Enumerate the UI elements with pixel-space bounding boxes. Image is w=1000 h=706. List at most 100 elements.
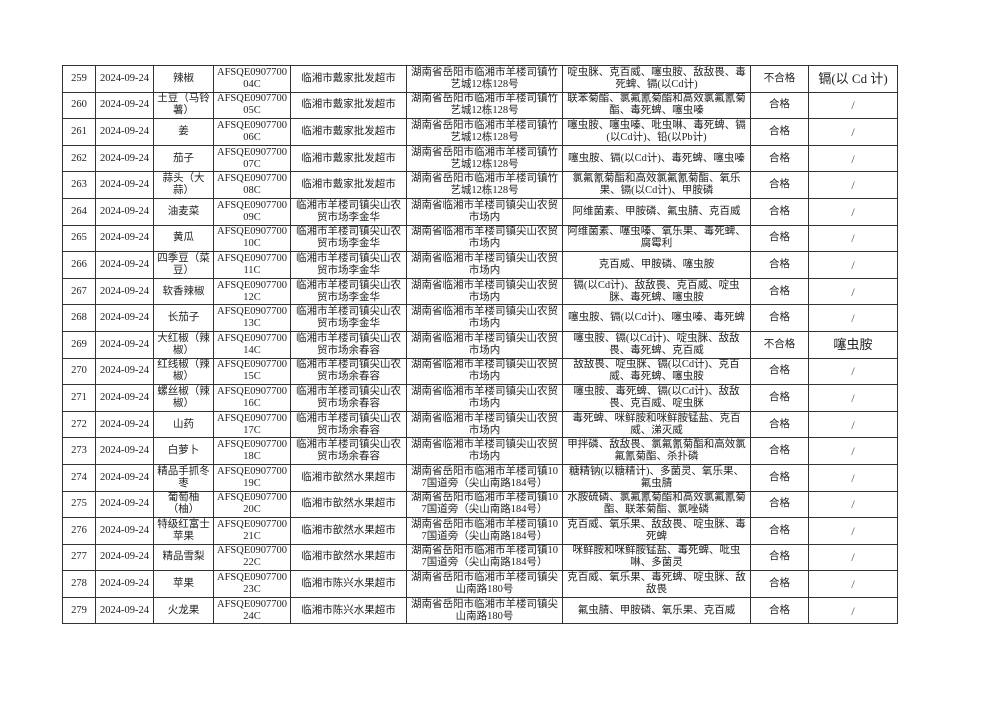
seller-address-cell: 湖南省岳阳市临湘市羊楼司镇107国道旁（尖山南路184号） (406, 543, 563, 572)
row-number-cell: 268 (62, 304, 96, 332)
seller-name-cell: 临湘市歆然水果超市 (290, 543, 407, 572)
sample-name-cell: 四季豆（菜豆） (153, 251, 214, 279)
seller-name-cell: 临湘市羊楼司镇尖山农贸市场余春容 (290, 330, 407, 359)
sampling-date-cell: 2024-09-24 (95, 304, 154, 332)
sample-name-cell: 姜 (153, 118, 214, 146)
inspection-results-table: 259 2024-09-24 辣椒 AFSQE090770004C 临湘市戴家批发超市湖… (62, 65, 898, 625)
seller-address-cell: 湖南省临湘市羊楼司镇尖山农贸市场内 (406, 330, 563, 359)
seller-address-cell: 湖南省临湘市羊楼司镇尖山农贸市场内 (406, 197, 563, 226)
sampling-date-cell: 2024-09-24 (95, 197, 154, 226)
sampling-date-cell: 2024-09-24 (95, 490, 154, 519)
table-row: 272 2024-09-24 山药 AFSQE090770017C 临湘市羊楼司镇尖山农… (62, 410, 898, 439)
sample-code-cell: AFSQE090770004C (213, 65, 291, 93)
row-number-cell: 264 (62, 197, 96, 226)
row-number-cell: 273 (62, 437, 96, 465)
row-number-cell: 259 (62, 65, 96, 93)
sample-code-cell: AFSQE090770008C (213, 171, 291, 199)
seller-address-cell: 湖南省岳阳市临湘市羊楼司镇竹艺城12栋128号 (406, 171, 563, 199)
sample-code-cell: AFSQE090770007C (213, 144, 291, 173)
table-row: 277 2024-09-24 精品雪梨 AFSQE090770022C 临湘市歆然水果超… (62, 543, 898, 572)
sample-code-cell: AFSQE090770012C (213, 277, 291, 306)
row-number-cell: 277 (62, 543, 96, 572)
failed-item-cell: / (808, 304, 898, 332)
result-cell: 合格 (750, 570, 809, 598)
result-cell: 合格 (750, 197, 809, 226)
seller-name-cell: 临湘市戴家批发超市 (290, 144, 407, 173)
row-number-cell: 278 (62, 570, 96, 598)
seller-name-cell: 临湘市羊楼司镇尖山农贸市场余春容 (290, 437, 407, 465)
result-cell: 合格 (750, 410, 809, 439)
result-cell: 合格 (750, 277, 809, 306)
sample-code-cell: AFSQE090770005C (213, 91, 291, 120)
row-number-cell: 271 (62, 384, 96, 412)
sample-name-cell: 特级红富士苹果 (153, 517, 214, 545)
seller-address-cell: 湖南省岳阳市临湘市羊楼司镇107国道旁（尖山南路184号） (406, 517, 563, 545)
result-cell: 合格 (750, 144, 809, 173)
sample-code-cell: AFSQE090770015C (213, 357, 291, 386)
seller-address-cell: 湖南省岳阳市临湘市羊楼司镇竹艺城12栋128号 (406, 65, 563, 93)
failed-item-cell: / (808, 596, 898, 625)
test-items-cell: 甲拌磷、敌敌畏、氯氟氰菊酯和高效氯氟氰菊酯、杀扑磷 (562, 437, 751, 465)
table-row: 263 2024-09-24 蒜头（大蒜） AFSQE090770008C 临湘市戴家批… (62, 171, 898, 199)
seller-name-cell: 临湘市羊楼司镇尖山农贸市场余春容 (290, 410, 407, 439)
table-row: 269 2024-09-24 大红椒（辣椒） AFSQE090770014C 临湘市羊楼… (62, 330, 898, 359)
result-cell: 合格 (750, 596, 809, 625)
failed-item-cell: / (808, 384, 898, 412)
seller-name-cell: 临湘市羊楼司镇尖山农贸市场李金华 (290, 197, 407, 226)
sample-code-cell: AFSQE090770011C (213, 251, 291, 279)
row-number-cell: 274 (62, 463, 96, 492)
sampling-date-cell: 2024-09-24 (95, 410, 154, 439)
sample-name-cell: 蒜头（大蒜） (153, 171, 214, 199)
failed-item-cell: / (808, 570, 898, 598)
failed-item-cell: / (808, 463, 898, 492)
sample-name-cell: 火龙果 (153, 596, 214, 625)
test-items-cell: 克百威、氧乐果、毒死蜱、啶虫脒、敌敌畏 (562, 570, 751, 598)
table-row: 262 2024-09-24 茄子 AFSQE090770007C 临湘市戴家批发超市湖… (62, 144, 898, 173)
result-cell: 合格 (750, 171, 809, 199)
row-number-cell: 276 (62, 517, 96, 545)
test-items-cell: 氟虫腈、甲胺磷、氧乐果、克百威 (562, 596, 751, 625)
test-items-cell: 克百威、甲胺磷、噻虫胺 (562, 251, 751, 279)
row-number-cell: 269 (62, 330, 96, 359)
test-items-cell: 糖精钠(以糖精计)、多菌灵、氧乐果、氟虫腈 (562, 463, 751, 492)
result-cell: 合格 (750, 437, 809, 465)
seller-address-cell: 湖南省临湘市羊楼司镇尖山农贸市场内 (406, 304, 563, 332)
result-cell: 合格 (750, 490, 809, 519)
sampling-date-cell: 2024-09-24 (95, 144, 154, 173)
table-row: 268 2024-09-24 长茄子 AFSQE090770013C 临湘市羊楼司镇尖山… (62, 304, 898, 332)
failed-item-cell: 镉(以 Cd 计) (808, 65, 898, 93)
row-number-cell: 265 (62, 224, 96, 253)
table-row: 274 2024-09-24 精品手抓冬枣 AFSQE090770019C 临湘市歆然水… (62, 463, 898, 492)
sample-name-cell: 白萝卜 (153, 437, 214, 465)
seller-address-cell: 湖南省临湘市羊楼司镇尖山农贸市场内 (406, 224, 563, 253)
sample-code-cell: AFSQE090770022C (213, 543, 291, 572)
sample-code-cell: AFSQE090770020C (213, 490, 291, 519)
seller-address-cell: 湖南省临湘市羊楼司镇尖山农贸市场内 (406, 357, 563, 386)
row-number-cell: 262 (62, 144, 96, 173)
sample-name-cell: 油麦菜 (153, 197, 214, 226)
sampling-date-cell: 2024-09-24 (95, 118, 154, 146)
result-cell: 不合格 (750, 65, 809, 93)
sample-code-cell: AFSQE090770021C (213, 517, 291, 545)
table-row: 261 2024-09-24 姜 AFSQE090770006C 临湘市戴家批发超市 湖南… (62, 118, 898, 146)
test-items-cell: 噻虫胺、噻虫嗪、吡虫啉、毒死蜱、镉(以Cd计)、铅(以Pb计) (562, 118, 751, 146)
seller-address-cell: 湖南省岳阳市临湘市羊楼司镇尖山南路180号 (406, 596, 563, 625)
table-row: 278 2024-09-24 苹果 AFSQE090770023C 临湘市陈兴水果超市湖… (62, 570, 898, 598)
result-cell: 合格 (750, 543, 809, 572)
sample-code-cell: AFSQE090770019C (213, 463, 291, 492)
table-row: 275 2024-09-24 葡萄柚（柚） AFSQE090770020C 临湘市歆然水… (62, 490, 898, 519)
result-cell: 合格 (750, 384, 809, 412)
row-number-cell: 260 (62, 91, 96, 120)
seller-address-cell: 湖南省临湘市羊楼司镇尖山农贸市场内 (406, 384, 563, 412)
test-items-cell: 噻虫胺、镉(以Cd计)、啶虫脒、敌敌畏、毒死蜱、克百威 (562, 330, 751, 359)
seller-name-cell: 临湘市羊楼司镇尖山农贸市场李金华 (290, 277, 407, 306)
seller-address-cell: 湖南省岳阳市临湘市羊楼司镇尖山南路180号 (406, 570, 563, 598)
failed-item-cell: / (808, 543, 898, 572)
seller-name-cell: 临湘市歆然水果超市 (290, 463, 407, 492)
seller-name-cell: 临湘市羊楼司镇尖山农贸市场李金华 (290, 251, 407, 279)
failed-item-cell: / (808, 118, 898, 146)
sample-code-cell: AFSQE090770009C (213, 197, 291, 226)
result-cell: 合格 (750, 463, 809, 492)
seller-address-cell: 湖南省岳阳市临湘市羊楼司镇107国道旁（尖山南路184号） (406, 490, 563, 519)
result-cell: 合格 (750, 357, 809, 386)
